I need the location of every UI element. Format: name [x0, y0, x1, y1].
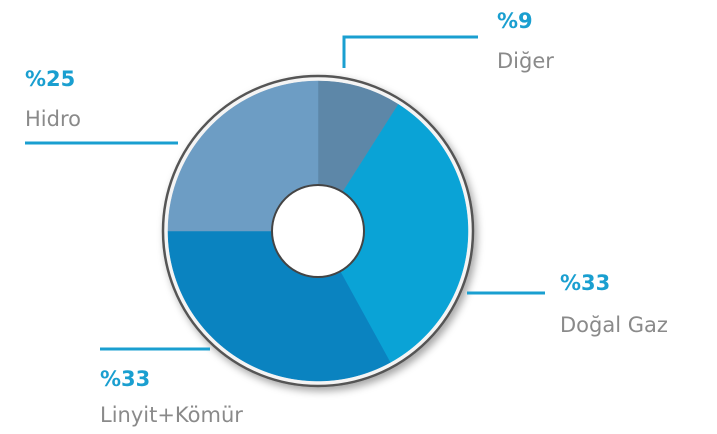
value-label: %9 [497, 9, 533, 33]
category-label: Doğal Gaz [560, 313, 668, 337]
wedge [167, 80, 319, 232]
value-label: %33 [100, 367, 150, 391]
donut-hole [271, 184, 365, 278]
wedge [317, 104, 469, 363]
value-label: %33 [560, 271, 610, 295]
value-label: %25 [25, 67, 75, 91]
category-label: Linyit+Kömür [100, 403, 243, 427]
category-label: Diğer [497, 49, 554, 73]
category-label: Hidro [25, 107, 81, 131]
leader-line [342, 35, 478, 68]
